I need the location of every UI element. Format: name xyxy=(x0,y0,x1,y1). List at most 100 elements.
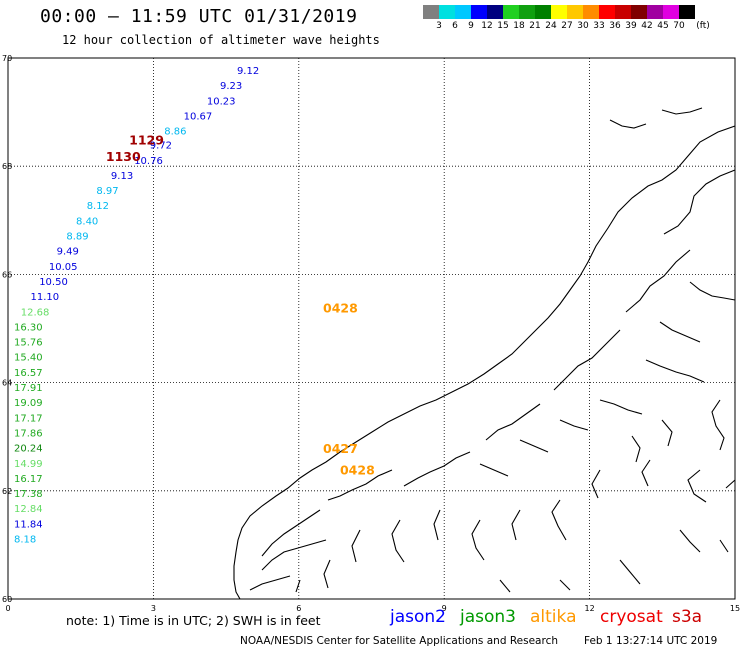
swh-value-label: 17.91 xyxy=(14,383,43,394)
swh-value-label: 16.30 xyxy=(14,322,43,333)
swh-value-label: 17.38 xyxy=(14,489,43,500)
legend-swatch xyxy=(679,5,695,19)
swh-value-label: 16.57 xyxy=(14,368,43,379)
swh-value-label: 15.40 xyxy=(14,353,43,364)
coastline-segment xyxy=(689,281,736,301)
x-tick-label: 3 xyxy=(151,604,156,613)
swh-value-label: 16.17 xyxy=(14,474,43,485)
coastline-segment xyxy=(725,479,736,489)
legend-unit-label: (ft) xyxy=(696,21,710,31)
y-tick-label: 66 xyxy=(2,270,12,279)
y-tick-label: 68 xyxy=(2,162,12,171)
coastline-segment xyxy=(261,539,327,571)
coastline-segment xyxy=(719,539,729,553)
swh-value-label: 9.49 xyxy=(57,247,79,258)
coastline-segment xyxy=(661,107,703,115)
coastline-segment xyxy=(619,559,641,585)
coastline-segment xyxy=(591,469,601,499)
coastline-segment xyxy=(403,451,471,487)
swh-value-label: 15.76 xyxy=(14,338,43,349)
legend-tick-label: 6 xyxy=(452,21,458,31)
legend-swatch xyxy=(487,5,503,19)
satellite-legend-jason3: jason3 xyxy=(460,607,516,627)
coastline-segment xyxy=(551,499,567,541)
y-tick-label: 64 xyxy=(2,379,12,388)
coastline-segment xyxy=(485,403,541,441)
legend-swatch xyxy=(631,5,647,19)
coastline-segment xyxy=(433,509,441,541)
coastline-segment xyxy=(687,469,707,503)
coastline-segment xyxy=(559,419,589,431)
x-tick-label: 6 xyxy=(296,604,301,613)
pass-time-label: 1130 xyxy=(106,149,141,164)
swh-value-label: 9.13 xyxy=(111,171,133,182)
satellite-legend-s3a: s3a xyxy=(672,607,703,627)
x-tick-label: 9 xyxy=(442,604,447,613)
coastline-segment xyxy=(625,249,691,313)
legend-swatch xyxy=(599,5,615,19)
legend-swatch xyxy=(551,5,567,19)
coastline-segment xyxy=(599,399,643,415)
swh-value-label: 10.67 xyxy=(184,111,213,122)
credit-text: NOAA/NESDIS Center for Satellite Applica… xyxy=(240,635,558,647)
legend-tick-label: 24 xyxy=(545,21,557,31)
coastline-segment xyxy=(711,399,725,451)
coastline-segment xyxy=(323,559,331,589)
coastline-segment xyxy=(631,435,641,463)
legend-swatches xyxy=(423,5,695,19)
y-tick-label: 60 xyxy=(2,595,12,604)
x-tick-label: 0 xyxy=(5,604,10,613)
swh-value-label: 10.23 xyxy=(207,96,236,107)
swh-value-label: 10.50 xyxy=(39,277,68,288)
swh-value-label: 20.24 xyxy=(14,444,43,455)
coastline-segment xyxy=(479,463,509,477)
axis-ticks: 0 3 6 9 12 15 70 68 66 64 62 60 xyxy=(2,54,740,613)
legend-tick-label: 3 xyxy=(436,21,442,31)
satellite-legend-cryosat: cryosat xyxy=(600,607,663,627)
legend-swatch xyxy=(471,5,487,19)
pass-time-label: 0428 xyxy=(323,300,358,315)
x-tick-label: 12 xyxy=(585,604,595,613)
pass-time-label: 0428 xyxy=(340,463,375,478)
swh-value-label: 8.12 xyxy=(87,201,109,212)
satellite-legend-jason2: jason2 xyxy=(390,607,446,627)
swh-value-label: 12.68 xyxy=(21,307,50,318)
legend-tick-label: 39 xyxy=(625,21,637,31)
legend-swatch xyxy=(567,5,583,19)
coastline-segment xyxy=(295,579,301,593)
coastline-segment xyxy=(233,125,736,600)
y-tick-label: 62 xyxy=(2,487,12,496)
legend-swatch xyxy=(647,5,663,19)
swh-value-label: 11.10 xyxy=(30,292,59,303)
y-tick-label: 70 xyxy=(2,54,12,63)
swh-value-label: 17.17 xyxy=(14,413,43,424)
color-legend: 3 6 9 12 15 18 21 24 27 30 33 36 39 42 45 70 (ft) xyxy=(423,5,710,33)
legend-labels: 3 6 9 12 15 18 21 24 27 30 33 36 39 42 45 70 (ft) xyxy=(423,19,710,33)
swh-value-label: 9.72 xyxy=(150,141,172,152)
swh-value-label: 8.89 xyxy=(66,232,88,243)
coastline-segment xyxy=(499,579,511,593)
legend-swatch xyxy=(519,5,535,19)
coastline-segment xyxy=(645,359,705,383)
map-frame xyxy=(7,57,736,600)
legend-tick-label: 70 xyxy=(673,21,685,31)
x-tick-label: 15 xyxy=(730,604,740,613)
coastline-segment xyxy=(519,439,549,453)
legend-tick-label: 9 xyxy=(468,21,474,31)
swh-value-label: 11.84 xyxy=(14,519,43,530)
legend-swatch xyxy=(583,5,599,19)
swh-value-label: 9.12 xyxy=(237,66,259,77)
legend-tick-label: 12 xyxy=(481,21,493,31)
pass-time-label: 0427 xyxy=(323,441,358,456)
pass-time-label: 1129 xyxy=(129,133,164,148)
swh-value-label: 12.84 xyxy=(14,504,43,515)
legend-tick-label: 30 xyxy=(577,21,589,31)
coastline-segment xyxy=(553,329,621,391)
coastline-segment xyxy=(679,529,701,553)
swh-value-label: 10.05 xyxy=(49,262,78,273)
swh-value-label: 8.97 xyxy=(96,186,118,197)
legend-tick-label: 33 xyxy=(593,21,605,31)
legend-tick-label: 42 xyxy=(641,21,653,31)
coastline-segment xyxy=(641,459,651,487)
